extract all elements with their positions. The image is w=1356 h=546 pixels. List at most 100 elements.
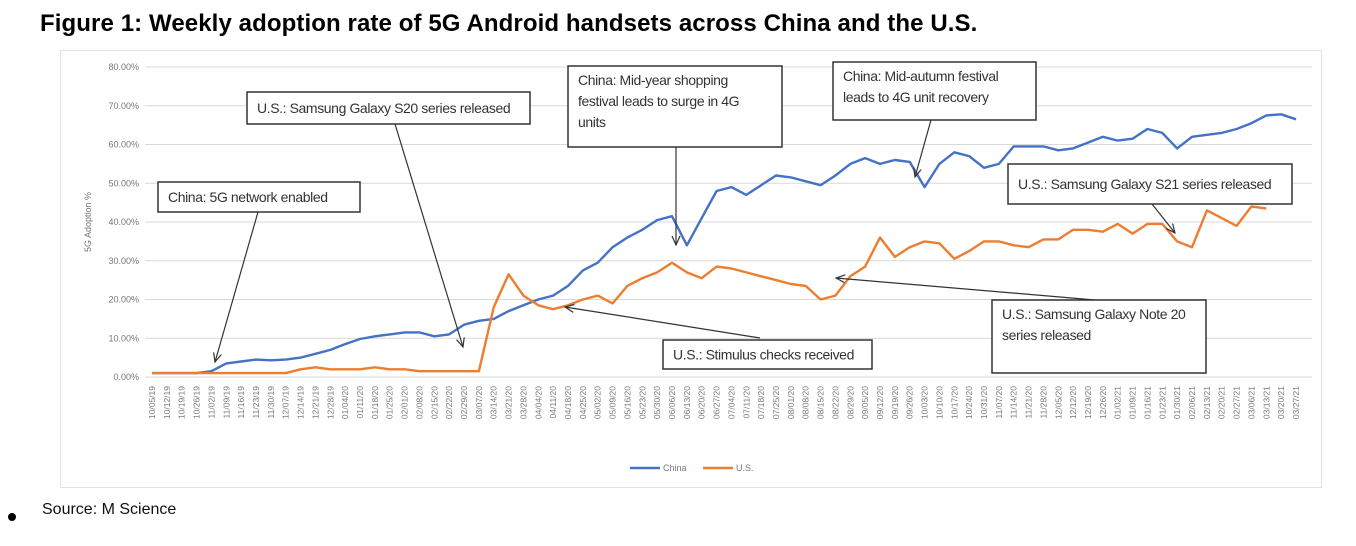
- x-tick-label: 10/10/20: [934, 386, 944, 419]
- x-tick-label: 01/16/21: [1142, 386, 1152, 419]
- annotation-text: U.S.: Samsung Galaxy S21 series released: [1018, 176, 1271, 192]
- y-tick-label: 50.00%: [108, 178, 139, 188]
- x-tick-label: 03/07/20: [474, 386, 484, 419]
- x-tick-label: 10/24/20: [964, 386, 974, 419]
- x-tick-label: 10/03/20: [920, 386, 930, 419]
- x-tick-label: 04/18/20: [563, 386, 573, 419]
- x-tick-label: 02/08/20: [414, 386, 424, 419]
- x-tick-label: 03/06/21: [1246, 386, 1256, 419]
- x-tick-label: 11/30/19: [266, 386, 276, 419]
- x-tick-label: 03/27/21: [1291, 386, 1301, 419]
- annotation-arrow: [1151, 203, 1175, 233]
- annotation-text: U.S.: Samsung Galaxy Note 20: [1002, 306, 1186, 322]
- annotation: China: Mid-year shopping festival leads t…: [567, 65, 783, 245]
- x-tick-label: 12/19/20: [1083, 386, 1093, 419]
- x-tick-label: 01/11/20: [355, 386, 365, 419]
- annotation-text: U.S.: Samsung Galaxy S20 series released: [257, 100, 510, 116]
- x-tick-label: 08/08/20: [801, 386, 811, 419]
- annotation-arrow: [394, 123, 463, 347]
- x-tick-label: 11/14/20: [1009, 386, 1019, 419]
- x-tick-label: 12/28/19: [325, 386, 335, 419]
- y-tick-label: 40.00%: [108, 217, 139, 227]
- x-tick-label: 11/02/19: [206, 386, 216, 419]
- annotation: U.S.: Samsung Galaxy Note 20 series relea…: [836, 278, 1207, 374]
- x-tick-label: 10/17/20: [949, 386, 959, 419]
- x-tick-label: 08/29/20: [845, 386, 855, 419]
- x-tick-label: 01/30/21: [1172, 386, 1182, 419]
- x-tick-label: 05/16/20: [622, 386, 632, 419]
- x-tick-label: 05/09/20: [608, 386, 618, 419]
- annotation: U.S.: Samsung Galaxy S21 series released: [1007, 163, 1293, 233]
- x-tick-label: 11/21/20: [1024, 386, 1034, 419]
- annotation: U.S.: Stimulus checks received: [565, 307, 873, 370]
- x-tick-label: 12/26/20: [1098, 386, 1108, 419]
- x-tick-label: 11/09/19: [221, 386, 231, 419]
- x-tick-label: 03/13/21: [1261, 386, 1271, 419]
- x-tick-label: 01/02/21: [1113, 386, 1123, 419]
- x-tick-label: 09/19/20: [890, 386, 900, 419]
- annotation: China: Mid-autumn festival leads to 4G un…: [832, 61, 1037, 177]
- annotation-text: units: [578, 114, 606, 130]
- annotation-text: festival leads to surge in 4G: [578, 93, 739, 109]
- x-tick-label: 12/21/19: [310, 386, 320, 419]
- y-tick-label: 20.00%: [108, 295, 139, 305]
- x-tick-label: 02/13/21: [1202, 386, 1212, 419]
- x-tick-label: 12/05/20: [1053, 386, 1063, 419]
- annotation-box: [662, 339, 873, 370]
- x-tick-label: 06/20/20: [697, 386, 707, 419]
- x-tick-label: 07/25/20: [771, 386, 781, 419]
- x-tick-label: 08/01/20: [786, 386, 796, 419]
- x-tick-label: 09/12/20: [875, 386, 885, 419]
- annotation-arrow: [836, 278, 1096, 301]
- x-tick-label: 01/09/21: [1128, 386, 1138, 419]
- annotation-text: China: 5G network enabled: [168, 189, 328, 205]
- annotation-arrow: [215, 211, 259, 362]
- y-tick-label: 70.00%: [108, 101, 139, 111]
- annotation-box: [1007, 163, 1293, 205]
- annotation-text: China: Mid-autumn festival: [843, 68, 999, 84]
- annotation-text: U.S.: Stimulus checks received: [673, 347, 854, 363]
- x-tick-label: 04/11/20: [548, 386, 558, 419]
- annotation-arrow: [565, 307, 761, 339]
- x-tick-label: 01/23/21: [1157, 386, 1167, 419]
- x-tick-label: 12/07/19: [281, 386, 291, 419]
- legend-label: U.S.: [736, 463, 754, 473]
- x-tick-label: 10/26/19: [192, 386, 202, 419]
- annotation-box: [246, 91, 531, 125]
- annotation: China: 5G network enabled: [157, 181, 361, 362]
- x-tick-label: 02/15/20: [429, 386, 439, 419]
- x-tick-label: 02/22/20: [444, 386, 454, 419]
- x-tick-label: 11/28/20: [1038, 386, 1048, 419]
- annotation-box: [157, 181, 361, 213]
- x-tick-label: 09/05/20: [860, 386, 870, 419]
- series-line-us: [152, 205, 1267, 375]
- series-line-china: [152, 113, 1297, 375]
- annotation-arrow: [915, 119, 932, 177]
- x-tick-label: 02/20/21: [1217, 386, 1227, 419]
- annotation-box: [567, 65, 783, 148]
- x-tick-label: 05/02/20: [593, 386, 603, 419]
- x-tick-label: 10/31/20: [979, 386, 989, 419]
- x-tick-label: 03/21/20: [504, 386, 514, 419]
- x-tick-label: 11/23/19: [251, 386, 261, 419]
- x-tick-label: 06/27/20: [712, 386, 722, 419]
- x-tick-label: 11/07/20: [994, 386, 1004, 419]
- x-tick-label: 03/20/21: [1276, 386, 1286, 419]
- chart-frame: [60, 50, 1322, 488]
- annotation-text: leads to 4G unit recovery: [843, 89, 989, 105]
- x-tick-label: 07/18/20: [756, 386, 766, 419]
- x-tick-label: 07/04/20: [726, 386, 736, 419]
- y-tick-label: 10.00%: [108, 333, 139, 343]
- y-tick-label: 60.00%: [108, 140, 139, 150]
- y-tick-label: 0.00%: [113, 372, 139, 382]
- x-tick-label: 06/13/20: [682, 386, 692, 419]
- y-tick-label: 80.00%: [108, 62, 139, 72]
- y-tick-label: 30.00%: [108, 256, 139, 266]
- annotation-box: [991, 299, 1207, 374]
- x-tick-label: 04/04/20: [533, 386, 543, 419]
- x-tick-label: 08/22/20: [830, 386, 840, 419]
- figure-title: Figure 1: Weekly adoption rate of 5G And…: [40, 10, 978, 37]
- y-axis-title: 5G Adoption %: [83, 192, 93, 252]
- x-tick-label: 06/06/20: [667, 386, 677, 419]
- legend: China U.S.: [630, 463, 754, 473]
